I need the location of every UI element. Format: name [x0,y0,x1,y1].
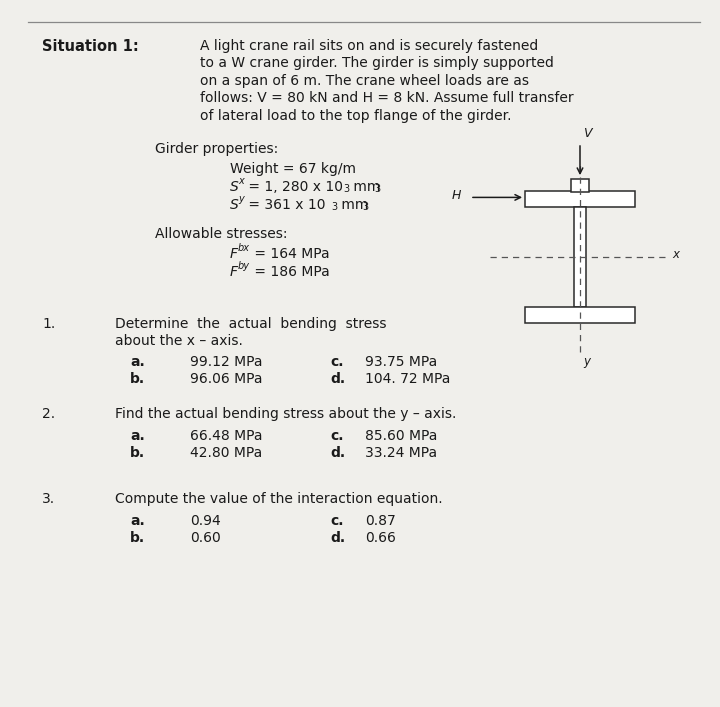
Text: Allowable stresses:: Allowable stresses: [155,227,287,241]
Text: b.: b. [130,531,145,545]
Text: 85.60 MPa: 85.60 MPa [365,429,437,443]
Text: 66.48 MPa: 66.48 MPa [190,429,263,443]
Text: a.: a. [130,429,145,443]
Text: 0.66: 0.66 [365,531,396,545]
Text: 104. 72 MPa: 104. 72 MPa [365,372,451,386]
Text: A light crane rail sits on and is securely fastened: A light crane rail sits on and is secure… [200,39,539,53]
Text: 3: 3 [362,202,368,212]
Text: bx: bx [238,243,250,253]
Text: 1.: 1. [42,317,55,331]
Text: F: F [230,265,238,279]
Text: b.: b. [130,446,145,460]
Text: 0.94: 0.94 [190,514,221,528]
Text: H: H [452,189,462,202]
Text: S: S [230,198,239,212]
Text: Girder properties:: Girder properties: [155,142,278,156]
Text: V: V [583,127,592,140]
Text: a.: a. [130,355,145,369]
Text: follows: V = 80 kN and H = 8 kN. Assume full transfer: follows: V = 80 kN and H = 8 kN. Assume … [200,91,574,105]
Text: = 186 MPa: = 186 MPa [250,265,330,279]
Text: mm: mm [349,180,380,194]
Text: 3: 3 [343,184,349,194]
Text: c.: c. [330,355,343,369]
Text: mm: mm [337,198,369,212]
Bar [525,307,635,323]
Text: b.: b. [130,372,145,386]
Text: = 1, 280 x 10: = 1, 280 x 10 [244,180,343,194]
Text: 99.12 MPa: 99.12 MPa [190,355,263,369]
Text: Determine  the  actual  bending  stress: Determine the actual bending stress [115,317,387,331]
Text: 2.: 2. [42,407,55,421]
Text: by: by [238,261,250,271]
Text: Find the actual bending stress about the y – axis.: Find the actual bending stress about the… [115,407,456,421]
Text: F: F [230,247,238,261]
Text: 42.80 MPa: 42.80 MPa [190,446,262,460]
Text: y: y [238,194,244,204]
Text: x: x [672,248,679,262]
Text: = 164 MPa: = 164 MPa [250,247,330,261]
Bar [571,179,589,192]
Bar [525,191,635,207]
Text: Situation 1:: Situation 1: [42,39,139,54]
Text: = 361 x 10: = 361 x 10 [244,198,325,212]
Text: a.: a. [130,514,145,528]
Text: Compute the value of the interaction equation.: Compute the value of the interaction equ… [115,492,443,506]
Text: 3: 3 [331,202,337,212]
Text: 96.06 MPa: 96.06 MPa [190,372,263,386]
Text: 0.60: 0.60 [190,531,221,545]
Text: x: x [238,176,244,186]
Text: Weight = 67 kg/m: Weight = 67 kg/m [230,162,356,176]
Text: S: S [230,180,239,194]
Text: 3: 3 [374,184,380,194]
Text: to a W crane girder. The girder is simply supported: to a W crane girder. The girder is simpl… [200,57,554,71]
Text: about the x – axis.: about the x – axis. [115,334,243,348]
Text: of lateral load to the top flange of the girder.: of lateral load to the top flange of the… [200,109,511,123]
Text: c.: c. [330,514,343,528]
Text: 3.: 3. [42,492,55,506]
Text: d.: d. [330,372,345,386]
Text: on a span of 6 m. The crane wheel loads are as: on a span of 6 m. The crane wheel loads … [200,74,529,88]
Text: c.: c. [330,429,343,443]
Text: d.: d. [330,531,345,545]
Text: y: y [583,355,590,368]
Text: 0.87: 0.87 [365,514,396,528]
Bar [574,207,586,307]
Text: 93.75 MPa: 93.75 MPa [365,355,437,369]
Text: d.: d. [330,446,345,460]
Text: 33.24 MPa: 33.24 MPa [365,446,437,460]
